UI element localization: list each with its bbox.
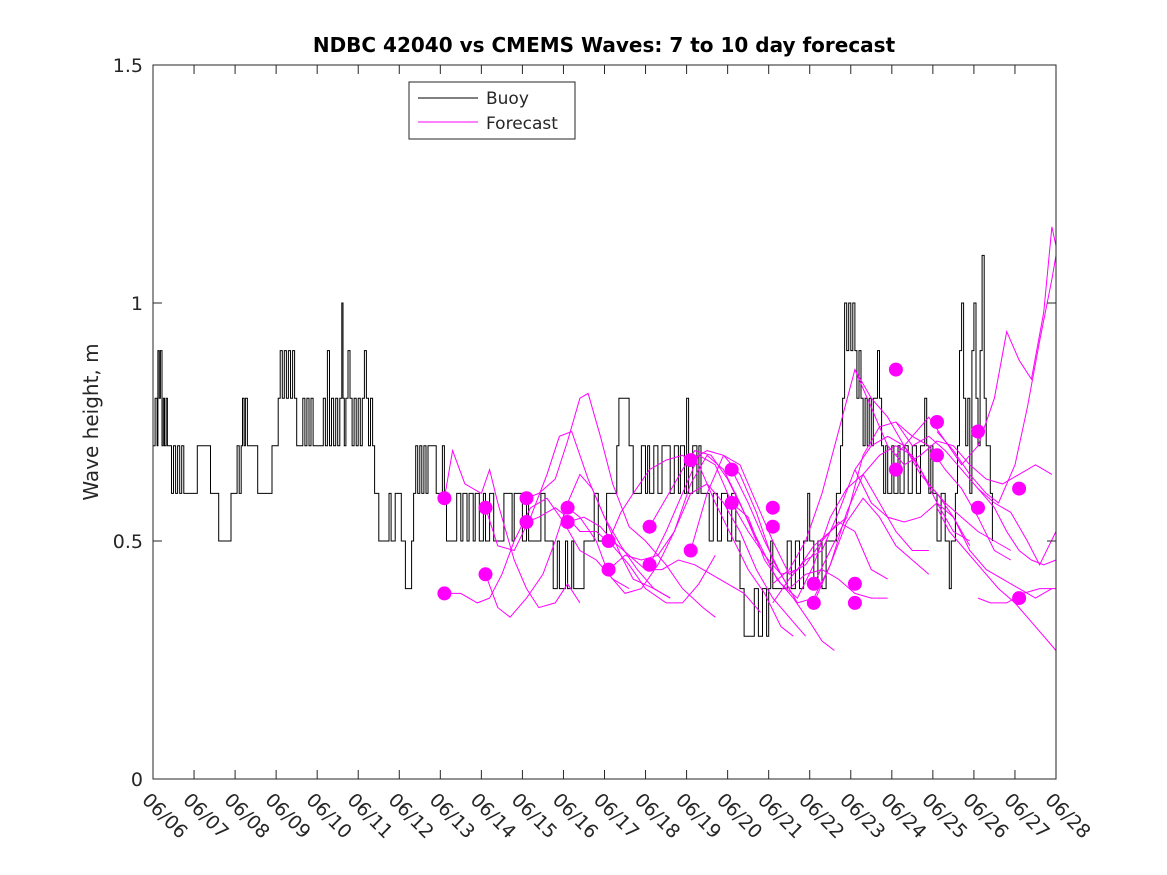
x-tick-label-14: 06/20 [712, 789, 766, 843]
forecast-line-25 [936, 507, 1057, 651]
y-tick-label-3: 1.5 [113, 55, 143, 77]
x-tick-label-21: 06/27 [999, 789, 1053, 843]
forecast-marker-1 [437, 586, 452, 601]
x-tick-label-16: 06/22 [794, 789, 848, 843]
forecast-marker-21 [847, 595, 862, 610]
forecast-marker-9 [601, 562, 616, 577]
forecast-marker-27 [971, 500, 985, 515]
x-tick-label-6: 06/12 [384, 789, 438, 843]
x-tick-label-10: 06/16 [548, 789, 602, 843]
x-tick-label-18: 06/24 [876, 789, 930, 843]
forecast-line-23 [895, 226, 1057, 466]
forecast-line-3 [485, 473, 671, 618]
legend-box [408, 81, 576, 140]
forecast-line-1 [444, 497, 630, 604]
forecast-marker-14 [724, 462, 739, 477]
x-tick-label-2: 06/08 [220, 789, 274, 843]
y-tick-label-1: 0.5 [113, 531, 143, 553]
forecast-series [443, 226, 1057, 651]
forecast-line-4 [526, 392, 716, 618]
x-tick-label-9: 06/15 [507, 789, 561, 843]
x-tick-label-3: 06/09 [261, 789, 315, 843]
y-axis-label: Wave height, m [79, 343, 103, 500]
x-tick-label-20: 06/26 [958, 789, 1012, 843]
x-tick-label-12: 06/18 [630, 789, 684, 843]
forecast-marker-19 [806, 595, 821, 610]
x-tick-label-5: 06/11 [343, 789, 397, 843]
forecast-marker-26 [971, 424, 985, 439]
forecast-line-0 [443, 448, 581, 609]
forecast-marker-25 [930, 448, 944, 463]
forecast-line-15 [731, 473, 929, 599]
forecast-line-26 [977, 488, 1057, 566]
legend: Buoy Forecast [408, 81, 576, 140]
forecast-line-6 [567, 454, 757, 594]
forecast-marker-11 [642, 557, 657, 572]
forecast-marker-10 [642, 519, 657, 534]
x-tick-label-15: 06/21 [753, 789, 807, 843]
legend-label-buoy: Buoy [486, 89, 529, 109]
x-tick-label-7: 06/13 [425, 789, 479, 843]
forecast-marker-7 [560, 515, 575, 529]
forecast-marker-12 [683, 453, 698, 468]
forecast-marker-4 [519, 491, 534, 506]
x-tick-label-22: 06/28 [1040, 789, 1094, 843]
forecast-marker-18 [806, 576, 821, 591]
forecast-marker-6 [560, 500, 575, 515]
forecast-marker-3 [478, 567, 493, 582]
forecast-markers [437, 362, 1027, 610]
forecast-marker-28 [1012, 481, 1027, 496]
x-tick-label-19: 06/25 [917, 789, 971, 843]
forecast-line-8 [608, 454, 794, 637]
y-tick-label-0: 0 [131, 769, 143, 791]
x-tick-label-17: 06/23 [835, 789, 889, 843]
plot-background [153, 65, 1056, 779]
buoy-series [153, 254, 993, 637]
forecast-marker-8 [601, 534, 616, 548]
forecast-marker-16 [765, 500, 780, 515]
x-tick-label-11: 06/17 [589, 789, 643, 843]
forecast-marker-22 [888, 362, 903, 377]
forecast-line-24 [936, 255, 1057, 504]
forecast-marker-2 [478, 500, 493, 515]
forecast-marker-24 [930, 415, 944, 429]
forecast-line-9 [608, 483, 806, 637]
forecast-line-13 [690, 454, 888, 580]
x-tick-label-0: 06/06 [137, 789, 191, 843]
buoy-line [153, 254, 993, 637]
forecast-line-20 [854, 369, 1053, 485]
forecast-marker-23 [888, 462, 903, 477]
legend-label-forecast: Forecast [486, 114, 558, 134]
forecast-line-2 [485, 430, 671, 599]
forecast-line-19 [813, 445, 1012, 604]
forecast-marker-15 [724, 495, 739, 510]
forecast-marker-29 [1012, 591, 1027, 606]
forecast-line-10 [649, 450, 835, 651]
chart-title: NDBC 42040 vs CMEMS Waves: 7 to 10 day f… [313, 33, 896, 57]
x-tick-label-1: 06/07 [179, 789, 233, 843]
forecast-marker-17 [765, 519, 780, 534]
x-tick-label-8: 06/14 [466, 789, 520, 843]
forecast-line-11 [649, 454, 848, 575]
forecast-marker-5 [519, 515, 534, 529]
forecast-marker-13 [683, 543, 698, 558]
forecast-line-7 [567, 516, 761, 613]
y-axis: 0 0.5 1 1.5 [113, 55, 1056, 791]
x-tick-label-13: 06/19 [671, 789, 725, 843]
y-tick-label-2: 1 [131, 293, 143, 315]
x-tick-label-4: 06/10 [302, 789, 356, 843]
forecast-line-21 [854, 469, 1053, 599]
forecast-marker-0 [437, 491, 452, 506]
forecast-marker-20 [847, 576, 862, 591]
